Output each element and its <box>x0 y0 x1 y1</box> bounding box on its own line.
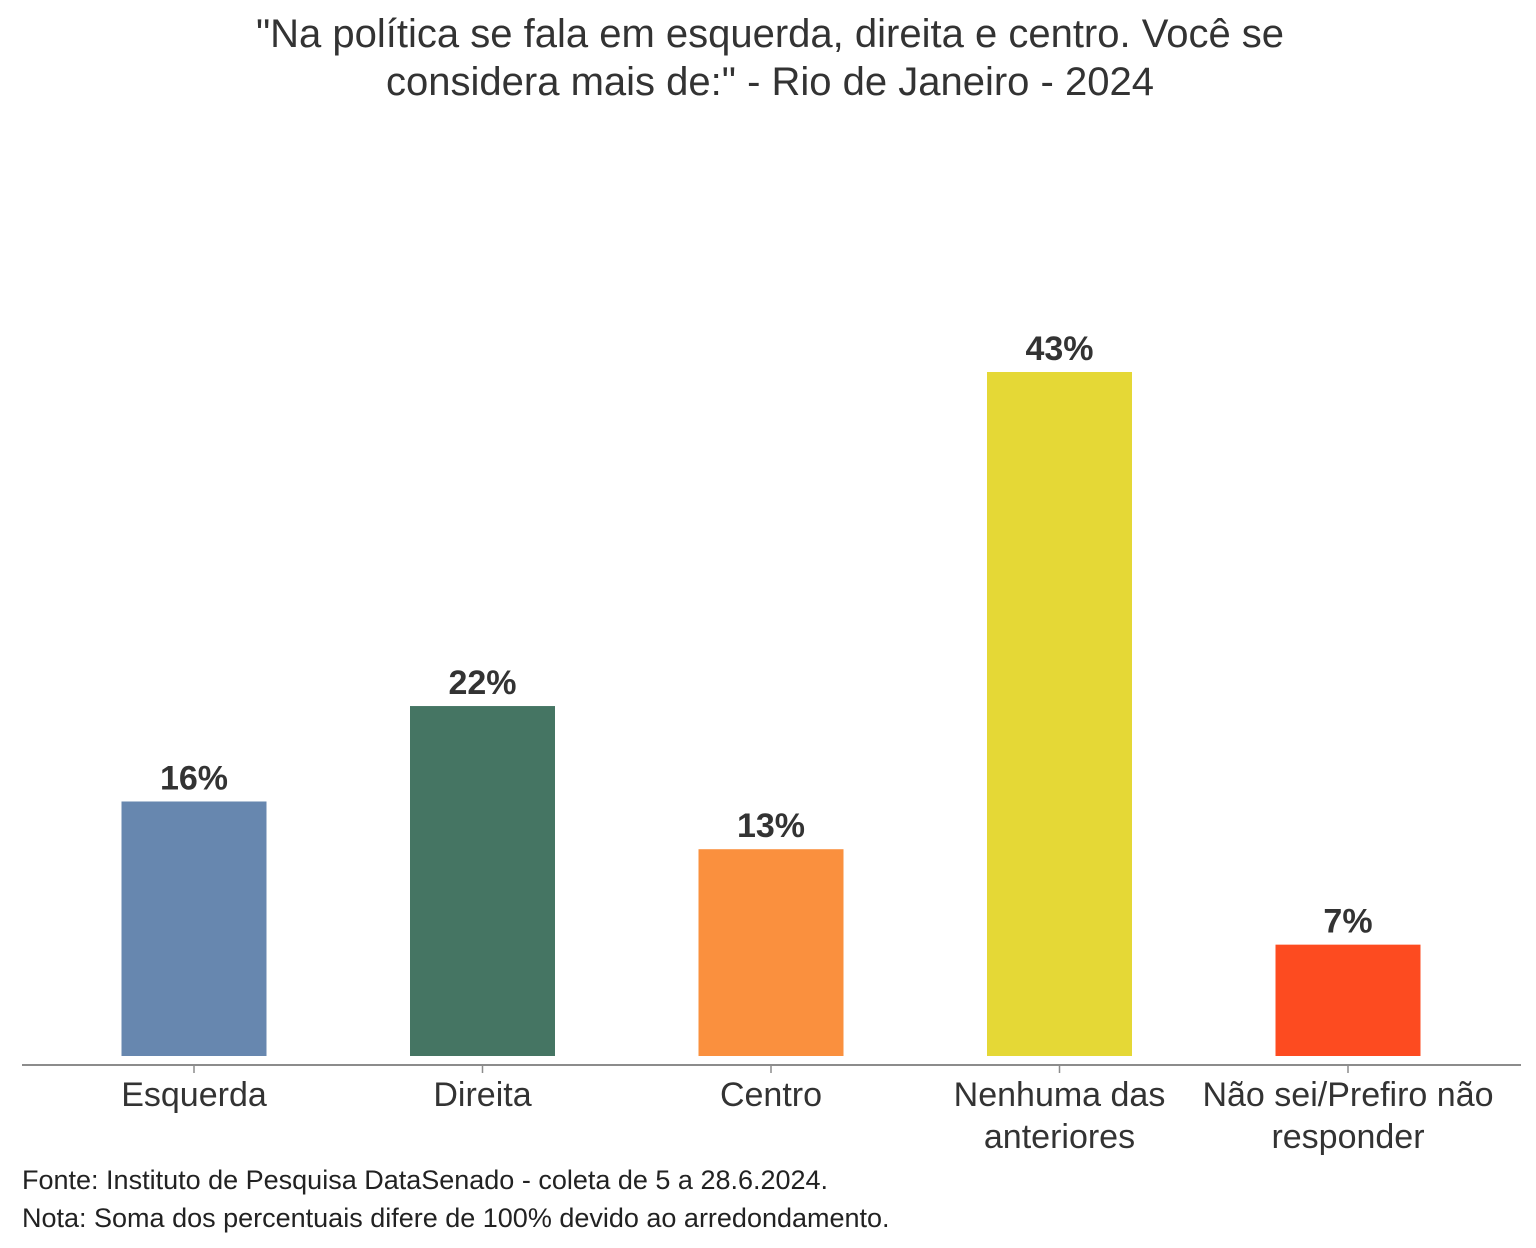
x-tick-label-3-line-0: Nenhuma das <box>954 1076 1166 1114</box>
bar-4 <box>1275 944 1421 1056</box>
note-caption: Nota: Soma dos percentuais difere de 100… <box>22 1203 890 1233</box>
data-label-4: 7% <box>1323 903 1372 941</box>
x-tick-label-2: Centro <box>720 1076 822 1114</box>
chart-title: "Na política se fala em esquerda, direit… <box>0 10 1536 106</box>
x-tick-label-3-line-1: anteriores <box>984 1118 1135 1156</box>
bar-3 <box>987 372 1132 1056</box>
data-label-1: 22% <box>448 664 516 702</box>
chart-title-line-1: "Na política se fala em esquerda, direit… <box>255 12 1285 56</box>
bar-1 <box>410 706 555 1056</box>
source-caption: Fonte: Instituto de Pesquisa DataSenado … <box>22 1165 829 1195</box>
data-label-0: 16% <box>160 759 228 797</box>
bars-group <box>121 372 1421 1056</box>
bar-2 <box>698 849 844 1056</box>
x-ticks-group <box>193 1066 1349 1073</box>
x-tick-label-4-line-0: Não sei/Prefiro não <box>1202 1076 1493 1114</box>
data-label-2: 13% <box>737 807 805 845</box>
x-tick-label-0: Esquerda <box>121 1076 267 1114</box>
data-label-3: 43% <box>1025 330 1093 368</box>
bar-0 <box>121 801 267 1056</box>
data-labels-group: 16% 22% 13% 43% 7% <box>160 330 1373 941</box>
x-tick-labels-group: Esquerda Direita Centro Nenhuma das anterior… <box>121 1076 1493 1156</box>
chart-title-line-2: considera mais de:" - Rio de Janeiro - 2… <box>386 60 1154 104</box>
x-tick-label-4-line-1: responder <box>1271 1118 1424 1156</box>
x-tick-label-1: Direita <box>433 1076 531 1114</box>
